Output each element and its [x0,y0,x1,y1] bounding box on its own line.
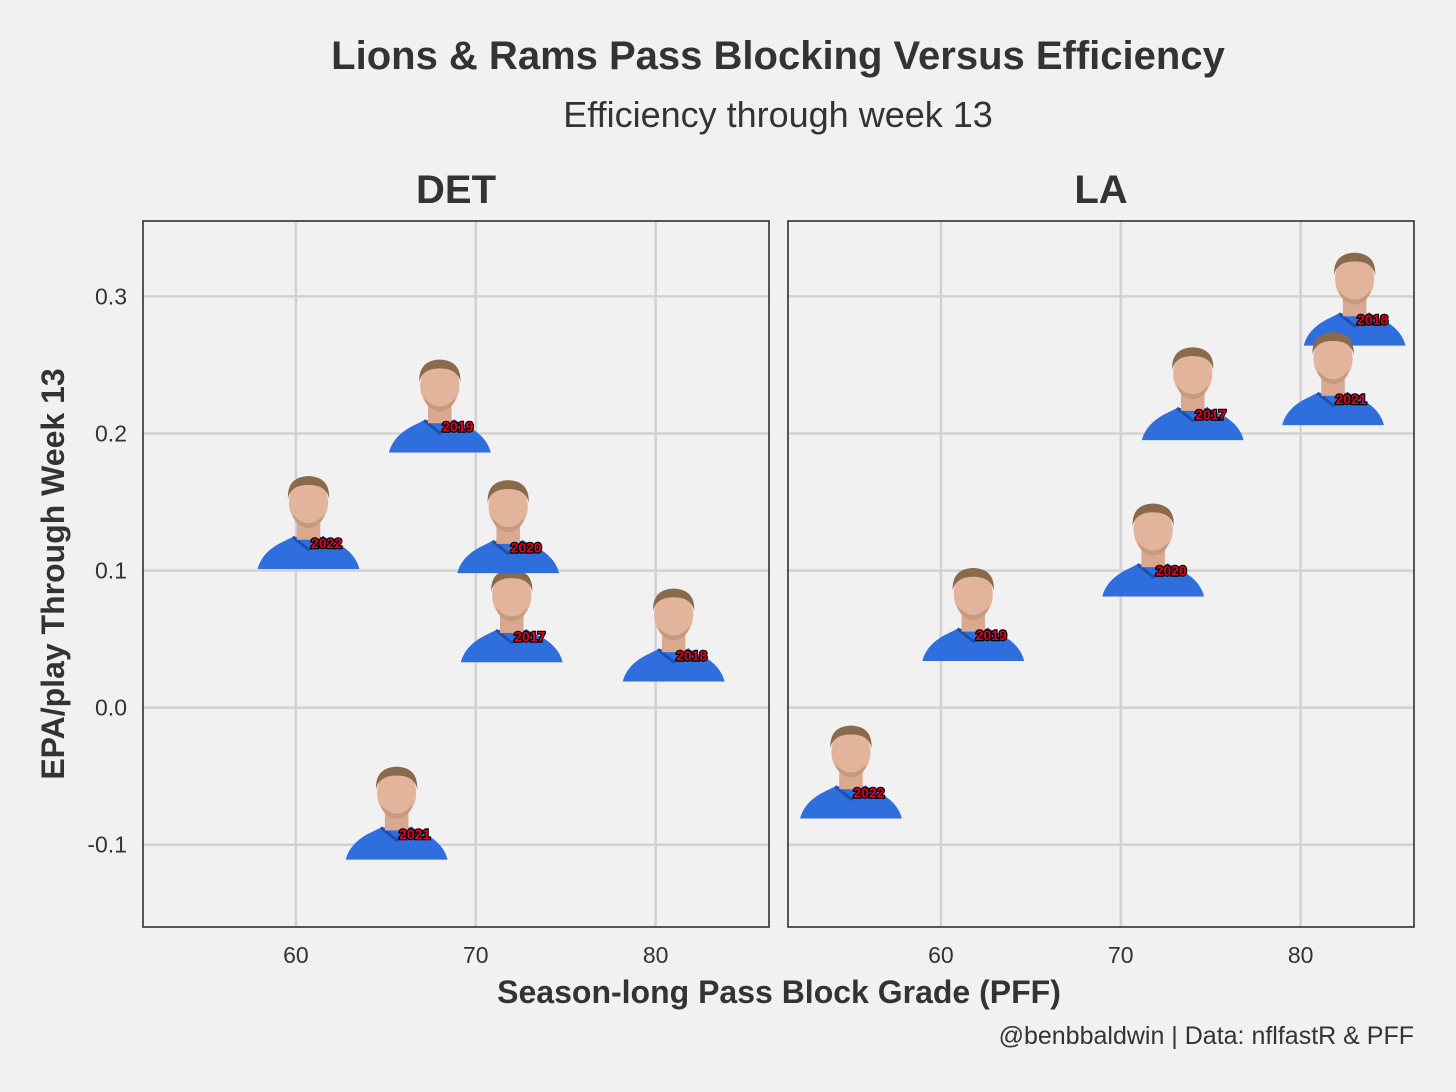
data-point-la-2021: 2021 [1282,330,1385,426]
point-label: 2020 [511,539,542,555]
point-label: 2018 [676,648,707,664]
chart-title: Lions & Rams Pass Blocking Versus Effici… [331,34,1225,78]
y-tick-label: -0.1 [87,832,127,858]
y-tick-label: 0.1 [95,558,127,584]
qb-headshot-marker [257,474,360,570]
chart-subtitle: Efficiency through week 13 [563,94,993,135]
point-label: 2022 [853,785,884,801]
panel-border-det [142,220,770,928]
data-point-la-2020: 2020 [1102,502,1205,597]
facet-title-det: DET [416,168,496,212]
data-point-la-2018: 2018 [1303,251,1406,346]
x-tick-label: 60 [283,942,309,968]
x-axis-title: Season-long Pass Block Grade (PFF) [497,974,1061,1010]
panel-border-la [787,220,1415,928]
point-label: 2020 [1156,563,1187,579]
qb-headshot-marker [922,566,1025,662]
y-tick-label: 0.0 [95,695,127,721]
point-label: 2022 [311,535,342,551]
qb-headshot-marker [1282,330,1385,426]
x-tick-label: 70 [1108,942,1134,968]
point-label: 2017 [514,628,545,644]
x-tick-label: 80 [643,942,669,968]
qb-headshot-marker [799,724,902,819]
data-point-det-2020: 2020 [457,478,560,574]
data-point-la-2022: 2022 [799,724,902,819]
qb-headshot-marker [1102,502,1205,597]
data-point-la-2017: 2017 [1141,345,1244,441]
data-point-det-2022: 2022 [257,474,360,570]
point-label: 2021 [1335,391,1366,407]
x-tick-label: 60 [928,942,954,968]
y-tick-label: 0.2 [95,420,127,446]
y-tick-label: 0.3 [95,283,127,309]
x-tick-label: 70 [463,942,489,968]
qb-headshot-marker [1141,345,1244,441]
point-label: 2019 [442,419,473,435]
point-label: 2019 [976,627,1007,643]
data-point-det-2017: 2017 [460,567,563,663]
qb-headshot-marker [622,586,725,682]
point-label: 2018 [1357,312,1388,328]
chart-caption: @benbbaldwin | Data: nflfastR & PFF [998,1022,1414,1050]
y-axis-title: EPA/play Through Week 13 [35,368,71,779]
data-point-det-2019: 2019 [388,358,491,453]
qb-headshot-marker [345,765,448,860]
facet-title-la: LA [1074,168,1127,212]
data-point-det-2021: 2021 [345,765,448,860]
x-tick-label: 80 [1288,942,1314,968]
qb-headshot-marker [1303,251,1406,346]
qb-headshot-marker [457,478,560,574]
point-label: 2017 [1195,406,1226,422]
data-point-la-2019: 2019 [922,566,1025,662]
point-label: 2021 [399,826,430,842]
data-point-det-2018: 2018 [622,586,725,682]
